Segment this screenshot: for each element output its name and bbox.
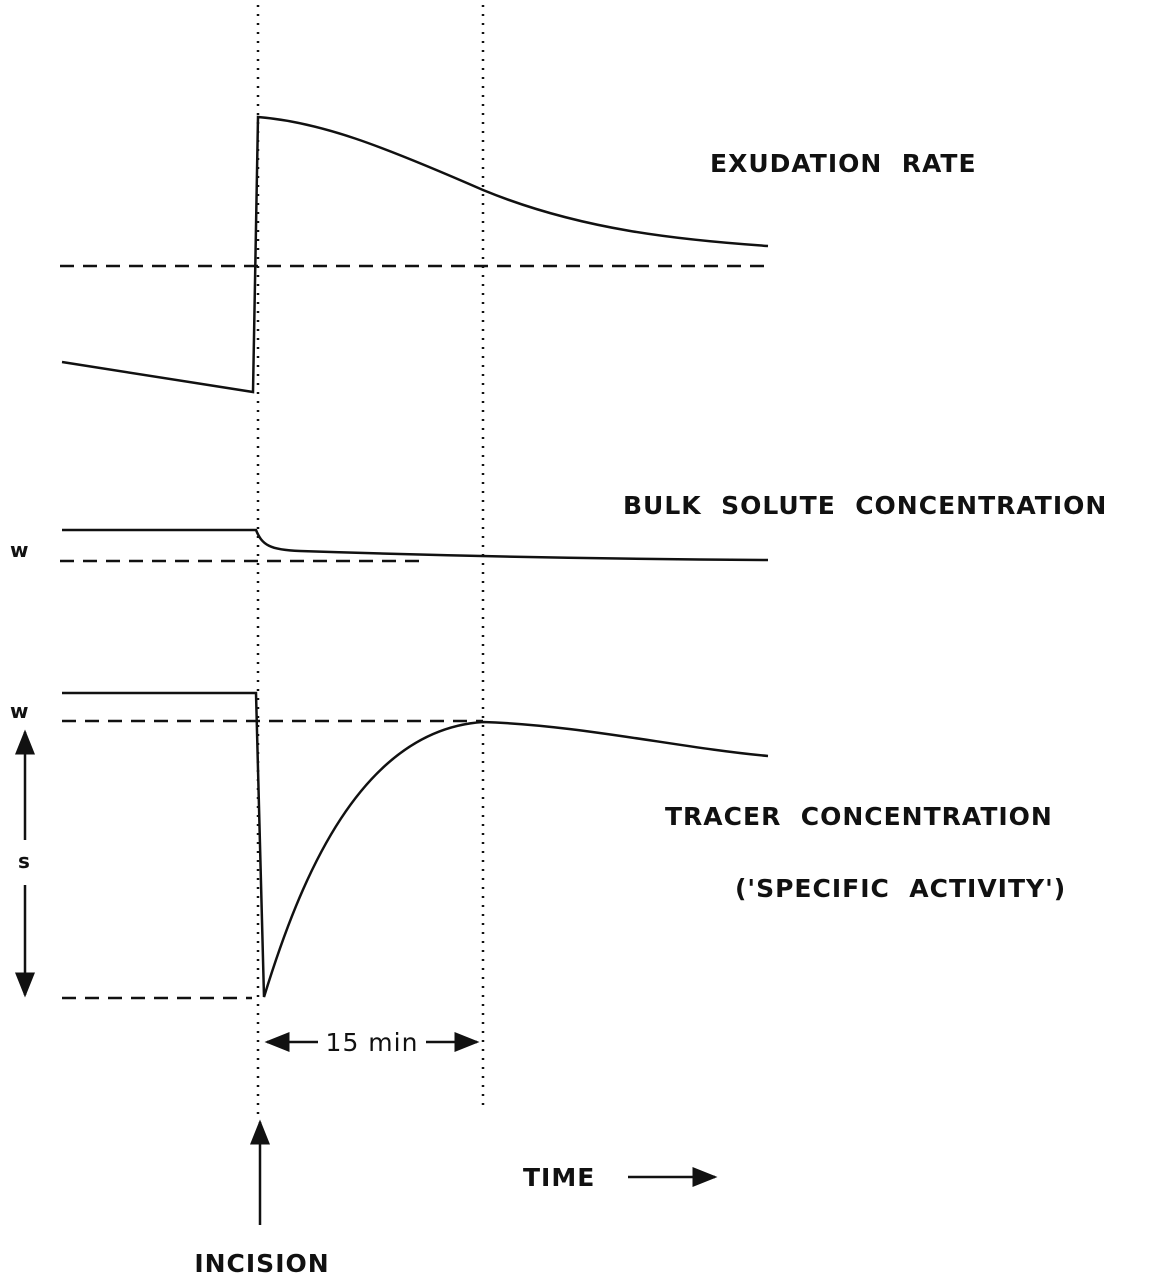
tracer-curve — [62, 691, 769, 998]
interval-label: 15 min — [326, 1028, 419, 1057]
bulk-label: BULK SOLUTE CONCENTRATION — [623, 491, 1107, 520]
specific-label: ('SPECIFIC ACTIVITY') — [735, 874, 1066, 903]
exudation-curve — [61, 115, 769, 394]
s-label: s — [18, 849, 31, 873]
time-label: TIME — [523, 1163, 595, 1192]
exudation-label: EXUDATION RATE — [710, 149, 977, 178]
incision-label: INCISION — [194, 1249, 329, 1278]
w-label: w — [10, 538, 29, 562]
w-label: w — [10, 699, 29, 723]
tracer-label: TRACER CONCENTRATION — [665, 802, 1053, 831]
bulk-curve — [62, 528, 769, 562]
